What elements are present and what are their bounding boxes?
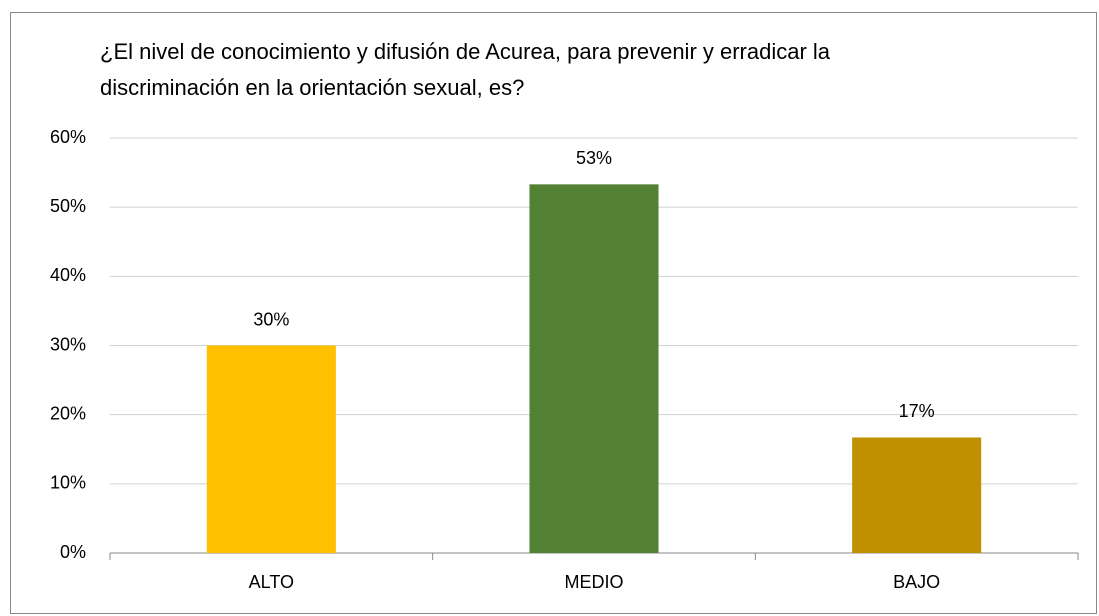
x-tick-label: ALTO (249, 572, 294, 592)
data-label: 30% (253, 309, 289, 329)
y-tick-label: 10% (50, 473, 86, 493)
chart-title: discriminación en la orientación sexual,… (100, 75, 524, 100)
chart-title: ¿El nivel de conocimiento y difusión de … (100, 39, 831, 64)
bar (206, 345, 336, 553)
y-tick-label: 20% (50, 403, 86, 423)
y-tick-label: 60% (50, 127, 86, 147)
y-tick-label: 40% (50, 265, 86, 285)
x-tick-label: BAJO (893, 572, 940, 592)
y-tick-label: 0% (60, 542, 86, 562)
x-tick-label: MEDIO (564, 572, 623, 592)
data-label: 53% (576, 148, 612, 168)
y-tick-label: 50% (50, 196, 86, 216)
bar (852, 437, 982, 553)
data-label: 17% (899, 401, 935, 421)
bar (529, 184, 659, 553)
y-tick-label: 30% (50, 334, 86, 354)
